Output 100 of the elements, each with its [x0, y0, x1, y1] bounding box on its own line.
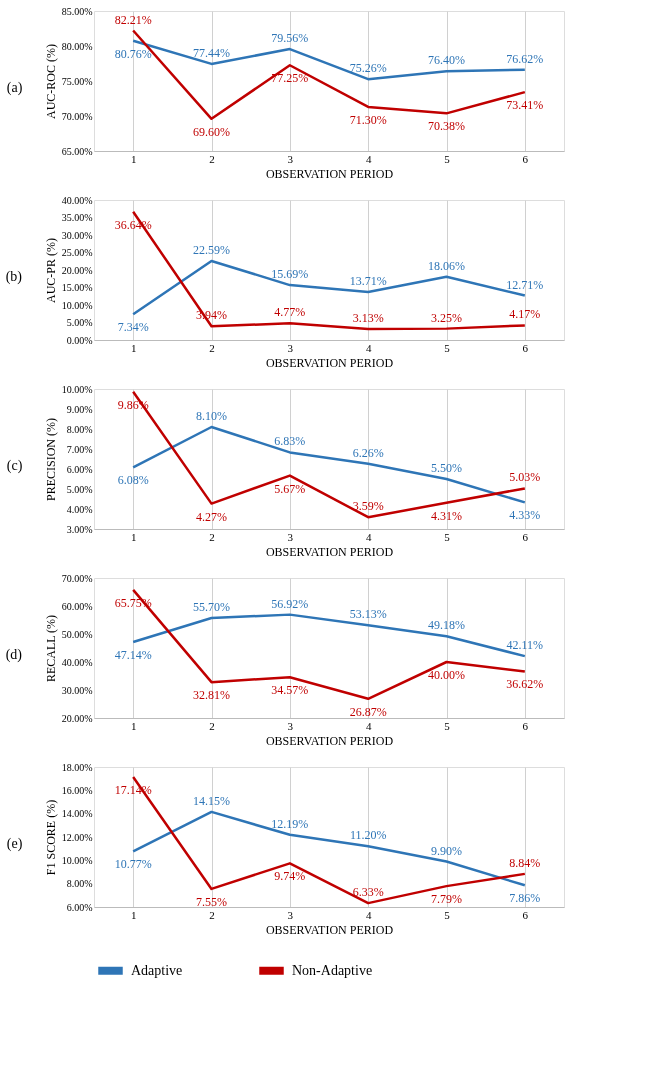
y-tick-label: 60.00%	[61, 600, 93, 612]
y-tick-label: 30.00%	[61, 229, 93, 241]
data-label: 9.90%	[431, 843, 462, 858]
x-tick-label: 1	[130, 530, 137, 543]
data-label: 9.74%	[274, 869, 306, 884]
x-tick-label: 5	[444, 908, 451, 921]
data-label: 6.26%	[352, 445, 384, 460]
y-tick-label: 4.00%	[66, 503, 93, 515]
text: (c)	[6, 458, 23, 474]
y-tick-label: 14.00%	[61, 808, 93, 820]
y-tick-label: 40.00%	[61, 656, 93, 668]
x-tick-label: 4	[365, 908, 372, 921]
x-tick-label: 1	[130, 908, 137, 921]
x-tick-label: 6	[522, 719, 529, 732]
data-label: 4.33%	[509, 508, 541, 523]
data-label: 18.06%	[428, 258, 465, 273]
data-label: 14.15%	[193, 793, 230, 808]
data-label: 70.38%	[428, 119, 465, 134]
x-tick-label: 4	[365, 530, 372, 543]
data-label: 55.70%	[193, 600, 230, 615]
data-label: 80.76%	[114, 46, 152, 61]
text: (a)	[6, 80, 23, 96]
data-label: 15.69%	[271, 267, 309, 282]
x-tick-label: 5	[444, 530, 451, 543]
x-tick-label: 5	[444, 152, 451, 165]
y-tick-label: 8.00%	[66, 878, 93, 890]
text: (d)	[5, 647, 23, 663]
data-label: 11.20%	[349, 828, 387, 843]
x-axis-title: OBSERVATION PERIOD	[265, 922, 394, 937]
x-axis-title: OBSERVATION PERIOD	[265, 166, 394, 181]
data-label: 5.67%	[274, 481, 306, 496]
y-tick-label: 70.00%	[61, 110, 93, 122]
text: (e)	[6, 836, 23, 852]
data-label: 36.62%	[506, 677, 544, 692]
x-tick-label: 5	[444, 341, 451, 354]
y-tick-label: 3.00%	[66, 523, 93, 535]
text: (b)	[5, 269, 23, 285]
x-tick-label: 3	[287, 530, 294, 543]
data-label: 76.62%	[506, 51, 544, 66]
x-tick-label: 2	[209, 341, 215, 354]
y-tick-label: 10.00%	[61, 854, 93, 866]
y-tick-label: 6.00%	[66, 463, 93, 475]
y-axis-title: AUC-PR (%)	[43, 238, 58, 303]
y-tick-label: 85.00%	[61, 5, 93, 17]
y-tick-label: 18.00%	[61, 761, 93, 773]
data-label: 4.27%	[196, 509, 227, 524]
data-label: 8.84%	[509, 855, 541, 870]
data-label: 53.13%	[349, 607, 387, 622]
data-label: 4.17%	[509, 307, 541, 322]
data-label: 79.56%	[271, 31, 309, 46]
data-label: 40.00%	[428, 668, 465, 682]
data-label: 4.31%	[431, 508, 462, 523]
data-label: 49.18%	[428, 618, 465, 633]
y-tick-label: 16.00%	[61, 784, 93, 796]
y-axis-title: PRECISION (%)	[43, 418, 58, 501]
x-tick-label: 6	[522, 341, 529, 354]
data-label: 56.92%	[271, 596, 309, 611]
data-label: 71.30%	[349, 112, 387, 127]
data-label: 6.08%	[117, 473, 149, 488]
y-tick-label: 25.00%	[61, 247, 93, 258]
x-tick-label: 3	[287, 341, 294, 354]
y-tick-label: 65.00%	[61, 145, 93, 157]
data-label: 7.55%	[196, 894, 227, 909]
data-label: 12.71%	[506, 277, 544, 292]
y-tick-label: 10.00%	[61, 383, 93, 395]
x-tick-label: 2	[209, 530, 215, 543]
x-axis-title: OBSERVATION PERIOD	[265, 733, 394, 748]
legend-label: Non-Adaptive	[292, 962, 373, 978]
data-label: 77.44%	[193, 45, 230, 60]
y-axis-title: AUC-ROC (%)	[43, 44, 58, 119]
data-label: 82.21%	[114, 12, 152, 27]
y-tick-label: 10.00%	[61, 299, 93, 311]
data-label: 8.10%	[196, 409, 227, 423]
y-tick-label: 15.00%	[61, 282, 93, 293]
x-tick-label: 4	[365, 152, 372, 165]
y-tick-label: 30.00%	[61, 684, 93, 696]
data-label: 7.86%	[509, 891, 541, 906]
x-axis-title: OBSERVATION PERIOD	[265, 355, 394, 370]
y-tick-label: 50.00%	[61, 628, 93, 640]
x-axis-title: OBSERVATION PERIOD	[265, 544, 394, 559]
data-label: 7.79%	[431, 892, 462, 907]
x-tick-label: 1	[130, 719, 137, 732]
x-tick-label: 6	[522, 908, 529, 921]
x-tick-label: 4	[365, 719, 372, 732]
y-tick-label: 20.00%	[61, 264, 93, 276]
y-tick-label: 80.00%	[61, 40, 93, 52]
data-label: 6.83%	[274, 434, 306, 449]
y-tick-label: 12.00%	[61, 831, 93, 843]
y-tick-label: 9.00%	[66, 403, 93, 415]
data-label: 75.26%	[349, 61, 387, 76]
y-tick-label: 5.00%	[66, 483, 93, 495]
data-label: 13.71%	[349, 274, 387, 289]
y-tick-label: 7.00%	[66, 443, 93, 455]
data-label: 7.34%	[117, 320, 149, 335]
y-tick-label: 70.00%	[61, 572, 93, 584]
data-label: 4.77%	[274, 305, 306, 320]
x-tick-label: 3	[287, 719, 294, 732]
data-label: 73.41%	[506, 98, 544, 113]
data-label: 34.57%	[271, 683, 309, 698]
x-tick-label: 5	[444, 719, 451, 732]
